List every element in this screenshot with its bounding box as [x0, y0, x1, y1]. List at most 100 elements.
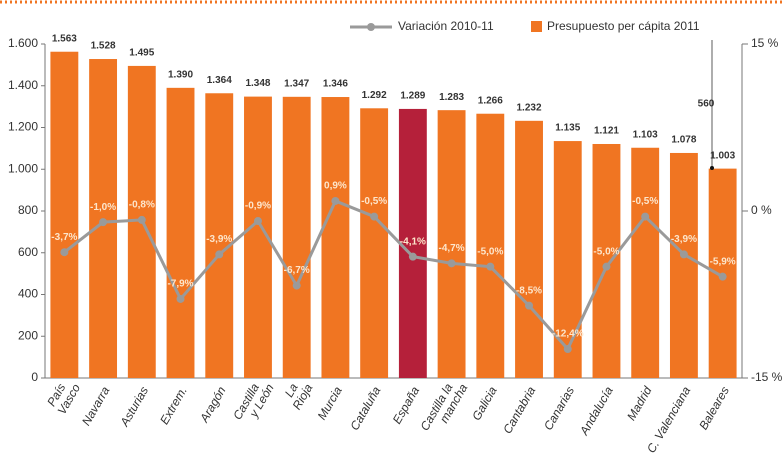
- line-value-label: -3,7%: [51, 232, 77, 243]
- x-tick-label: Murcia: [315, 384, 345, 422]
- line-value-label: -7,9%: [167, 279, 193, 290]
- line-value-label: -5,0%: [593, 246, 619, 257]
- legend-label: Variación 2010-11: [398, 19, 494, 33]
- x-tick-label: Asturias: [117, 384, 151, 429]
- line-value-label: -0,9%: [245, 201, 271, 212]
- bar: [669, 152, 698, 378]
- bar-value-label: 1.135: [555, 123, 580, 134]
- bar-value-label: 1.292: [362, 90, 387, 101]
- line-value-label: -6,7%: [284, 265, 310, 276]
- legend-label: Presupuesto per cápita 2011: [547, 19, 700, 33]
- bar: [166, 87, 195, 379]
- line-value-label: -1,0%: [90, 202, 116, 213]
- line-marker: [253, 217, 262, 226]
- x-tick-label: España: [390, 384, 423, 427]
- bar-value-label: 1.346: [323, 79, 348, 90]
- x-tick-label: Andalucía: [577, 384, 616, 438]
- bar: [50, 51, 79, 378]
- annotation-dot: [710, 166, 714, 170]
- bar: [515, 120, 543, 378]
- line-value-label: 0,9%: [324, 181, 347, 192]
- x-tick-label: Canarias: [541, 384, 577, 433]
- bar-value-label: 1.232: [517, 102, 542, 113]
- bar: [437, 110, 466, 378]
- line-marker: [525, 301, 534, 310]
- annotation: 560: [698, 99, 715, 110]
- y-tick-label: 800: [18, 203, 38, 217]
- bar: [592, 143, 621, 378]
- y-tick-label: 0: [31, 370, 38, 384]
- line-value-label: -5,0%: [477, 246, 503, 257]
- bar-value-label: 1.495: [129, 48, 154, 59]
- line-marker: [486, 262, 495, 271]
- x-tick-label: Galicia: [469, 384, 500, 423]
- line: [63, 199, 724, 352]
- legend-swatch: [531, 21, 542, 32]
- x-tick-label: Cantabria: [500, 384, 538, 436]
- bar: [553, 141, 582, 378]
- line-marker: [408, 252, 417, 261]
- line-value-label: -8,5%: [516, 285, 542, 296]
- y-tick-label: 200: [18, 328, 38, 342]
- y-tick-label: 400: [18, 287, 38, 301]
- bar: [321, 97, 350, 379]
- bar-value-label: 1.364: [207, 75, 232, 86]
- line-value-label: -0,5%: [361, 196, 387, 207]
- bar-value-label: 1.003: [710, 150, 735, 161]
- x-tick-label: PaísVasco: [43, 375, 83, 417]
- bar: [205, 93, 234, 378]
- line-marker: [718, 272, 727, 281]
- line-value-label: -4,1%: [400, 236, 426, 247]
- x-tick-label: Castilla lamancha: [418, 375, 471, 440]
- bar-value-label: 1.078: [671, 135, 696, 146]
- line-marker: [292, 281, 301, 290]
- line-value-label: -0,5%: [632, 196, 658, 207]
- x-tick-label: Aragón: [197, 384, 229, 426]
- line-marker: [447, 259, 456, 268]
- y2-tick-label: -15 %: [751, 370, 782, 384]
- line-marker: [99, 218, 108, 227]
- line-marker: [602, 262, 611, 271]
- y-tick-label: 1.200: [8, 120, 38, 134]
- y-tick-label: 1.400: [8, 78, 38, 92]
- line-marker: [137, 215, 146, 224]
- line-marker: [641, 212, 650, 221]
- bar-value-label: 1.563: [52, 33, 77, 44]
- line-value-label: -4,7%: [439, 243, 465, 254]
- bar-value-label: 1.103: [633, 129, 658, 140]
- bar-value-label: 1.283: [439, 92, 464, 103]
- y2-tick-label: 15 %: [751, 36, 779, 50]
- bar: [631, 147, 660, 378]
- bar-value-label: 1.347: [284, 78, 309, 89]
- line-marker: [679, 250, 688, 259]
- bar-value-label: 1.121: [594, 126, 619, 137]
- line-marker: [563, 345, 572, 354]
- bar: [476, 113, 505, 378]
- bar-value-label: 1.390: [168, 69, 193, 80]
- line-marker: [215, 250, 224, 259]
- x-tick-label: Madrid: [624, 384, 655, 423]
- line-marker: [60, 248, 69, 257]
- y-tick-label: 600: [18, 245, 38, 259]
- bar: [398, 108, 427, 378]
- bar: [282, 96, 311, 378]
- line-marker: [331, 196, 340, 205]
- bar-value-label: 1.528: [91, 41, 116, 52]
- line-marker: [176, 294, 185, 303]
- y2-tick-label: 0 %: [751, 203, 772, 217]
- line-value-label: -12,4%: [552, 329, 584, 340]
- legend-marker: [367, 23, 375, 31]
- line-value-label: -5,9%: [710, 256, 736, 267]
- line-value-label: -3,9%: [206, 234, 232, 245]
- x-tick-label: LaRioja: [279, 375, 316, 412]
- y-tick-label: 1.000: [8, 161, 38, 175]
- bar-value-label: 1.266: [478, 95, 503, 106]
- bar-value-label: 1.289: [400, 91, 425, 102]
- line-marker: [370, 212, 379, 221]
- x-tick-label: Navarra: [79, 384, 113, 428]
- bar-value-label: 1.348: [245, 78, 270, 89]
- x-tick-label: Baleares: [696, 384, 732, 432]
- y-tick-label: 1.600: [8, 36, 38, 50]
- x-tick-label: Extrem.: [157, 384, 190, 427]
